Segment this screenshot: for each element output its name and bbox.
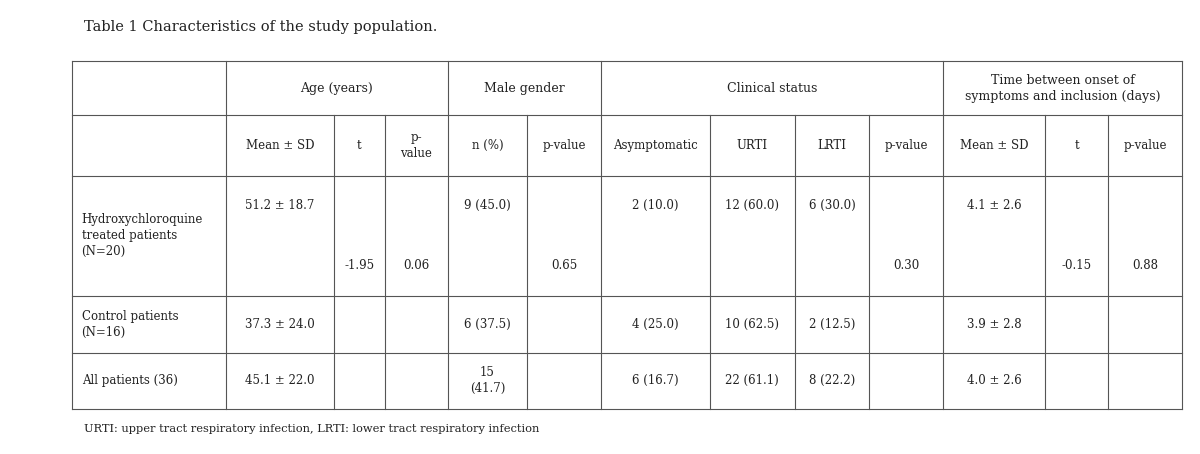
Text: 0.30: 0.30 <box>893 259 919 272</box>
Text: 4.1 ± 2.6: 4.1 ± 2.6 <box>967 199 1021 212</box>
Text: p-
value: p- value <box>401 131 432 160</box>
Text: 2 (10.0): 2 (10.0) <box>632 199 679 212</box>
Text: t: t <box>358 139 361 152</box>
Text: -0.15: -0.15 <box>1062 259 1092 272</box>
Text: p-value: p-value <box>884 139 928 152</box>
Text: 3.9 ± 2.8: 3.9 ± 2.8 <box>967 318 1021 331</box>
Text: -1.95: -1.95 <box>344 259 374 272</box>
Text: Control patients
(N=16): Control patients (N=16) <box>82 310 179 339</box>
Text: 2 (12.5): 2 (12.5) <box>809 318 856 331</box>
Text: 4.0 ± 2.6: 4.0 ± 2.6 <box>967 374 1021 387</box>
Text: LRTI: LRTI <box>817 139 846 152</box>
Text: URTI: URTI <box>737 139 768 152</box>
Text: 6 (30.0): 6 (30.0) <box>809 199 856 212</box>
Text: Table 1 Characteristics of the study population.: Table 1 Characteristics of the study pop… <box>84 20 437 35</box>
Text: n (%): n (%) <box>472 139 503 152</box>
Text: t: t <box>1074 139 1079 152</box>
Text: Mean ± SD: Mean ± SD <box>246 139 314 152</box>
Text: 6 (16.7): 6 (16.7) <box>632 374 679 387</box>
Text: 0.06: 0.06 <box>403 259 430 272</box>
Text: Age (years): Age (years) <box>300 82 373 95</box>
Text: p-value: p-value <box>542 139 586 152</box>
Text: 8 (22.2): 8 (22.2) <box>809 374 856 387</box>
Text: Hydroxychloroquine
treated patients
(N=20): Hydroxychloroquine treated patients (N=2… <box>82 213 203 258</box>
Text: All patients (36): All patients (36) <box>82 374 178 387</box>
Text: Mean ± SD: Mean ± SD <box>960 139 1028 152</box>
Text: 0.88: 0.88 <box>1132 259 1158 272</box>
Text: Time between onset of
symptoms and inclusion (days): Time between onset of symptoms and inclu… <box>965 74 1160 103</box>
Text: 51.2 ± 18.7: 51.2 ± 18.7 <box>245 199 314 212</box>
Text: URTI: upper tract respiratory infection, LRTI: lower tract respiratory infection: URTI: upper tract respiratory infection,… <box>84 424 539 434</box>
Text: 10 (62.5): 10 (62.5) <box>725 318 779 331</box>
Text: 12 (60.0): 12 (60.0) <box>725 199 779 212</box>
Text: 4 (25.0): 4 (25.0) <box>632 318 679 331</box>
Text: 0.65: 0.65 <box>551 259 577 272</box>
Text: 37.3 ± 24.0: 37.3 ± 24.0 <box>245 318 314 331</box>
Text: 9 (45.0): 9 (45.0) <box>464 199 511 212</box>
Text: p-value: p-value <box>1123 139 1166 152</box>
Text: Clinical status: Clinical status <box>727 82 817 95</box>
Text: 15
(41.7): 15 (41.7) <box>470 366 505 395</box>
Text: Male gender: Male gender <box>484 82 565 95</box>
Text: Asymptomatic: Asymptomatic <box>613 139 698 152</box>
Text: 22 (61.1): 22 (61.1) <box>725 374 779 387</box>
Text: 6 (37.5): 6 (37.5) <box>464 318 511 331</box>
Text: 45.1 ± 22.0: 45.1 ± 22.0 <box>245 374 314 387</box>
